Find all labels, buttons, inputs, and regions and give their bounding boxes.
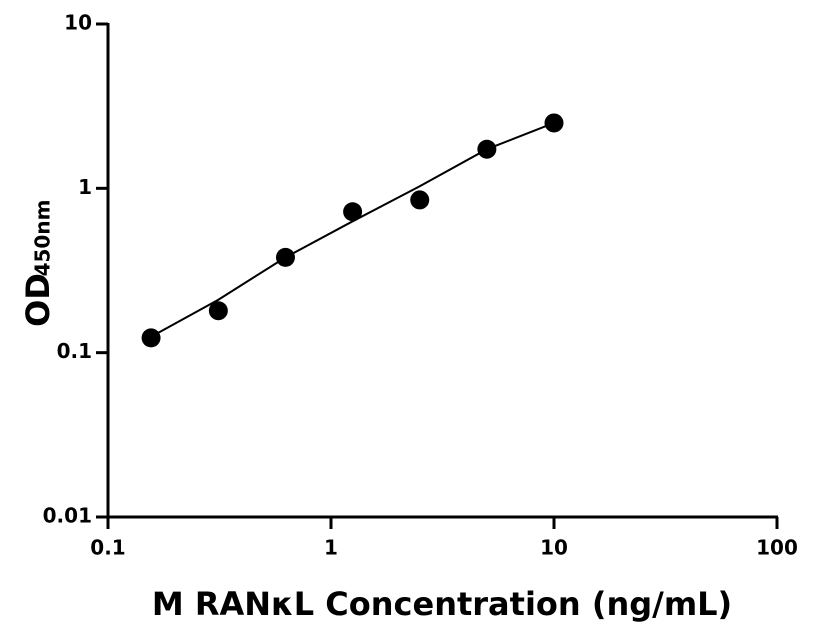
x-tick-label: 100	[756, 536, 798, 560]
x-tick-label: 10	[540, 536, 568, 560]
data-point	[208, 301, 228, 321]
y-tick-label: 10	[64, 11, 92, 35]
y-tick-label: 1	[78, 175, 92, 199]
y-axis-label: OD	[19, 273, 57, 327]
data-point	[544, 113, 564, 133]
data-point	[141, 328, 161, 348]
y-axis-label-group: OD 450nm	[19, 200, 57, 327]
y-axis-label-sub: 450nm	[31, 200, 55, 277]
data-point	[343, 202, 363, 222]
data-point	[410, 190, 430, 210]
x-tick-label: 1	[324, 536, 338, 560]
y-tick-label: 0.01	[43, 504, 92, 528]
y-tick-label: 0.1	[57, 339, 92, 363]
data-point	[477, 139, 497, 159]
x-axis-label: M RANκL Concentration (ng/mL)	[152, 585, 732, 623]
data-point	[275, 247, 295, 267]
x-tick-label: 0.1	[90, 536, 125, 560]
